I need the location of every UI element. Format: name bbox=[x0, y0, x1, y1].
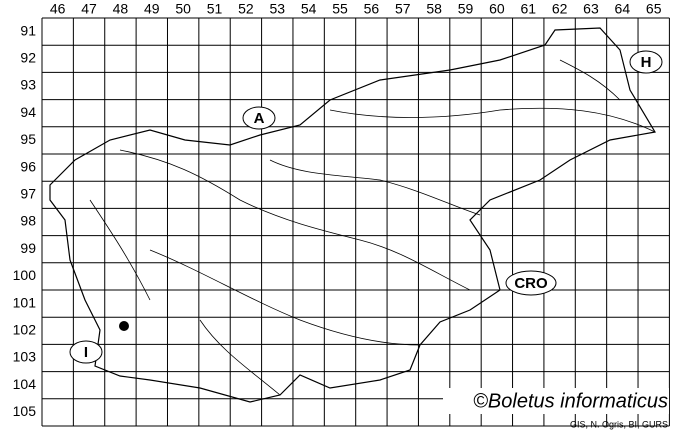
copyright-box bbox=[443, 388, 669, 414]
column-label: 52 bbox=[238, 1, 254, 17]
row-label: 93 bbox=[20, 77, 36, 93]
column-label: 53 bbox=[269, 1, 285, 17]
row-label: 96 bbox=[20, 158, 36, 174]
column-label: 50 bbox=[175, 1, 191, 17]
copyright: ©Boletus informaticus bbox=[473, 390, 668, 412]
column-label: 46 bbox=[50, 1, 66, 17]
column-label: 57 bbox=[395, 1, 411, 17]
record-point bbox=[119, 321, 129, 331]
row-label: 98 bbox=[20, 213, 36, 229]
row-label: 104 bbox=[13, 376, 37, 392]
column-label: 64 bbox=[615, 1, 631, 17]
credit: GIS, N. Ogris, BI, GURS bbox=[570, 419, 668, 429]
column-label: 56 bbox=[364, 1, 380, 17]
river bbox=[329, 107, 656, 133]
grid bbox=[41, 17, 670, 427]
country-label: H bbox=[641, 54, 652, 71]
country-labels: A H CRO I bbox=[69, 50, 663, 364]
row-label: 95 bbox=[20, 131, 36, 147]
river bbox=[119, 149, 471, 291]
row-label: 101 bbox=[13, 294, 37, 310]
row-label: 91 bbox=[20, 22, 36, 38]
column-label: 61 bbox=[520, 1, 536, 17]
river bbox=[149, 249, 421, 346]
row-label: 92 bbox=[20, 50, 36, 66]
river bbox=[269, 159, 481, 216]
rivers bbox=[89, 59, 656, 396]
label-ellipse bbox=[629, 50, 663, 74]
row-label: 102 bbox=[13, 322, 37, 338]
column-label: 54 bbox=[301, 1, 317, 17]
row-label: 94 bbox=[20, 104, 36, 120]
row-label: 100 bbox=[13, 267, 37, 283]
column-label: 63 bbox=[583, 1, 599, 17]
column-label: 65 bbox=[646, 1, 662, 17]
row-label: 99 bbox=[20, 240, 36, 256]
column-label: 58 bbox=[426, 1, 442, 17]
country-label: A bbox=[254, 110, 265, 127]
column-label: 62 bbox=[552, 1, 568, 17]
row-label: 103 bbox=[13, 349, 37, 365]
column-label: 48 bbox=[113, 1, 129, 17]
border bbox=[49, 27, 656, 403]
river bbox=[89, 199, 151, 301]
column-label: 59 bbox=[458, 1, 474, 17]
country-label: CRO bbox=[514, 275, 548, 292]
column-label: 49 bbox=[144, 1, 160, 17]
row-label: 97 bbox=[20, 186, 36, 202]
country-label: I bbox=[84, 344, 88, 361]
label-ellipse bbox=[69, 340, 103, 364]
column-label: 47 bbox=[81, 1, 97, 17]
river bbox=[199, 319, 281, 396]
river bbox=[559, 59, 621, 101]
row-label: 105 bbox=[13, 403, 37, 419]
column-label: 55 bbox=[332, 1, 348, 17]
column-label: 60 bbox=[489, 1, 505, 17]
label-ellipse bbox=[242, 106, 276, 130]
label-ellipse bbox=[505, 270, 557, 296]
column-label: 51 bbox=[207, 1, 223, 17]
